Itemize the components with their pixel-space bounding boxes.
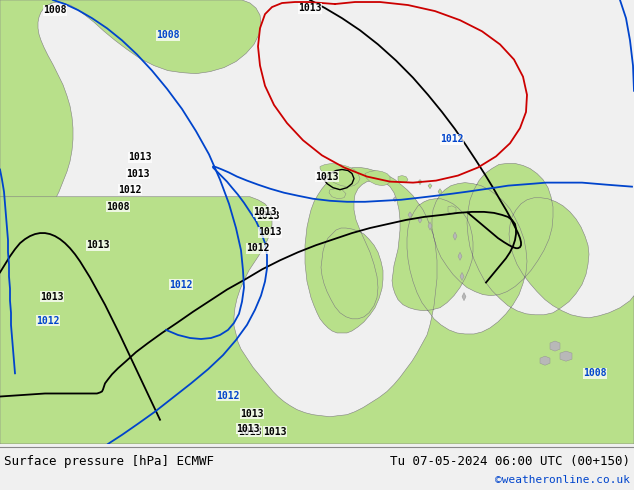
Polygon shape — [458, 252, 462, 260]
Polygon shape — [560, 351, 572, 361]
Polygon shape — [418, 217, 422, 223]
Polygon shape — [540, 356, 550, 365]
Text: 1012: 1012 — [119, 185, 142, 195]
Polygon shape — [0, 164, 634, 444]
Text: 1012: 1012 — [246, 243, 269, 253]
Text: 1012: 1012 — [169, 279, 193, 290]
Text: 1013: 1013 — [258, 227, 281, 237]
Polygon shape — [428, 184, 432, 189]
Polygon shape — [460, 272, 464, 280]
Text: 1013: 1013 — [315, 172, 339, 182]
Text: Tu 07-05-2024 06:00 UTC (00+150): Tu 07-05-2024 06:00 UTC (00+150) — [390, 456, 630, 468]
Text: 1008: 1008 — [43, 5, 67, 15]
Text: 1013: 1013 — [256, 211, 280, 221]
Text: 1012: 1012 — [216, 391, 240, 400]
Text: 1013: 1013 — [238, 427, 262, 437]
Text: 1013: 1013 — [240, 409, 264, 418]
Polygon shape — [453, 232, 457, 240]
Text: 1013: 1013 — [263, 427, 287, 437]
Text: 1013: 1013 — [298, 3, 321, 13]
Text: 1012: 1012 — [440, 134, 463, 144]
Text: 1008: 1008 — [107, 202, 130, 212]
Text: ©weatheronline.co.uk: ©weatheronline.co.uk — [495, 475, 630, 485]
Polygon shape — [408, 212, 412, 218]
Polygon shape — [462, 293, 466, 301]
Polygon shape — [393, 197, 397, 202]
Text: 1013: 1013 — [236, 424, 260, 434]
Polygon shape — [398, 175, 408, 183]
Text: 1008: 1008 — [583, 368, 607, 378]
Polygon shape — [365, 171, 390, 186]
Text: 1008: 1008 — [156, 30, 180, 40]
Text: 1013: 1013 — [86, 240, 110, 250]
Polygon shape — [0, 0, 261, 444]
Polygon shape — [320, 164, 360, 187]
Polygon shape — [550, 341, 560, 351]
Polygon shape — [438, 189, 442, 195]
Polygon shape — [329, 189, 346, 199]
Text: 1013: 1013 — [128, 152, 152, 162]
Text: 1013: 1013 — [126, 169, 150, 178]
Polygon shape — [428, 222, 432, 230]
Text: 1013: 1013 — [253, 207, 277, 217]
Polygon shape — [448, 206, 456, 214]
Text: 1013: 1013 — [40, 292, 64, 302]
Text: Surface pressure [hPa] ECMWF: Surface pressure [hPa] ECMWF — [4, 456, 214, 468]
Polygon shape — [418, 180, 422, 185]
Text: 1012: 1012 — [36, 316, 60, 326]
